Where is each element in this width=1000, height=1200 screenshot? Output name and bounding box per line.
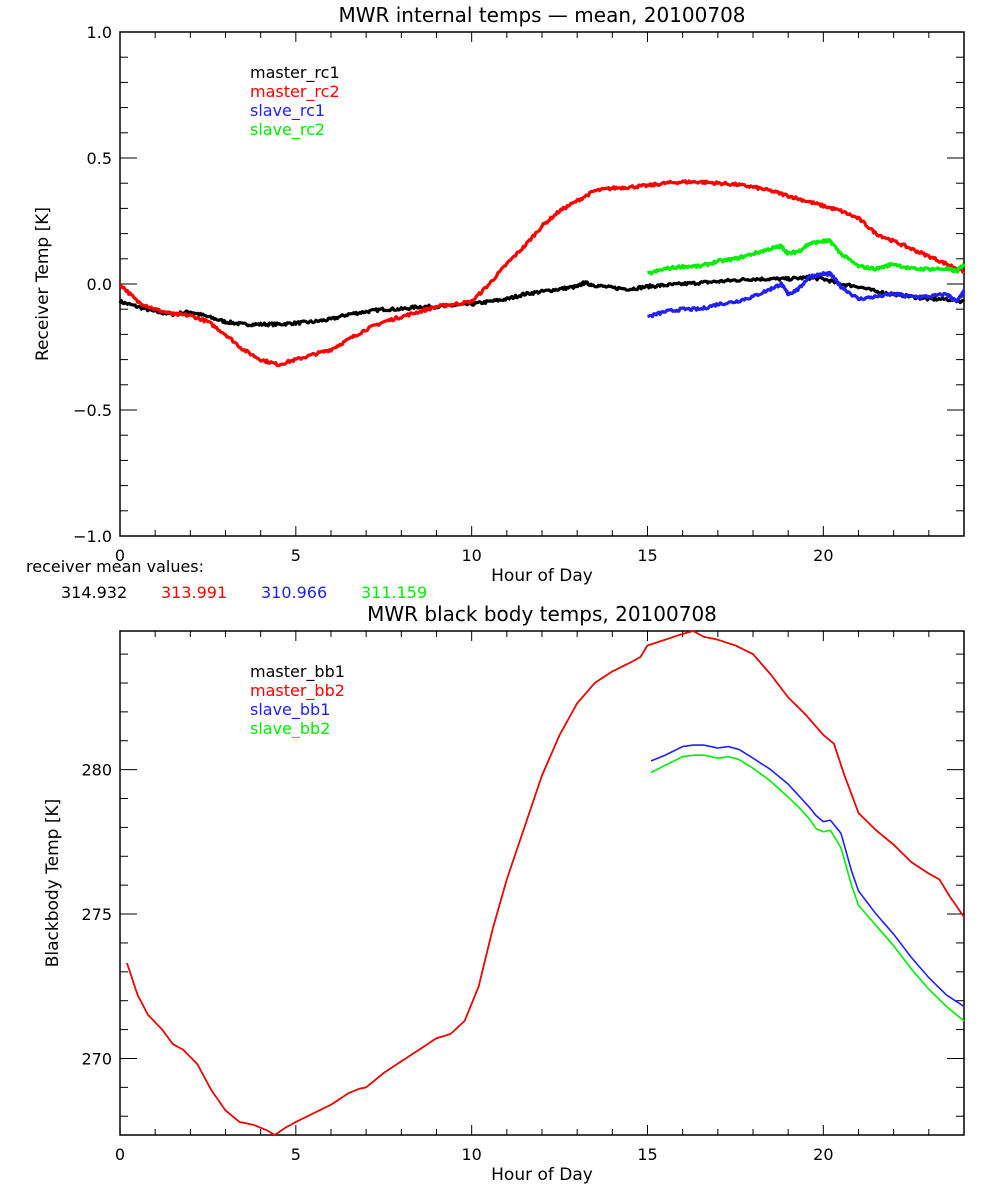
y-tick-label: 0.0 [87, 275, 112, 294]
axis-ticks: 0 5 10 15 20 270 275 280 [81, 631, 965, 1164]
y-tick-label: 280 [81, 761, 112, 780]
series-line-master-bb2 [126, 630, 965, 1136]
series-line-slave-bb2 [650, 754, 965, 1022]
series-line-slave-rc1 [647, 270, 966, 319]
y-tick-label: 275 [81, 905, 112, 924]
x-tick-label: 10 [461, 1145, 481, 1164]
x-tick-label: 15 [637, 1145, 657, 1164]
chart-title: MWR internal temps — mean, 20100708 [338, 3, 745, 27]
legend-item-slave-rc2: slave_rc2 [250, 120, 325, 140]
legend: master_rc1 master_rc2 slave_rc1 slave_rc… [250, 63, 340, 140]
plot-frame [119, 630, 965, 1136]
x-tick-label: 5 [291, 546, 301, 565]
receiver-mean-master-rc1: 314.932 [61, 583, 127, 602]
legend-item-master-rc2: master_rc2 [250, 82, 340, 102]
x-tick-label: 0 [115, 1145, 125, 1164]
legend: master_bb1 master_bb2 slave_bb1 slave_bb… [250, 662, 345, 739]
series-lines [126, 630, 965, 1136]
y-axis-label: Blackbody Temp [K] [43, 799, 63, 968]
x-tick-label: 10 [461, 546, 481, 565]
y-tick-label: 0.5 [87, 149, 112, 168]
x-axis-label: Hour of Day [491, 1165, 593, 1185]
y-tick-label: −1.0 [73, 527, 112, 546]
legend-item-slave-bb1: slave_bb1 [250, 700, 330, 720]
legend-item-master-bb1: master_bb1 [250, 662, 345, 682]
receiver-mean-label: receiver mean values: [26, 557, 204, 576]
receiver-mean-slave-rc1: 310.966 [261, 583, 327, 602]
x-tick-label: 15 [637, 546, 657, 565]
x-tick-label: 0 [115, 546, 125, 565]
series-line-master-rc1 [118, 274, 966, 328]
y-tick-label: 1.0 [87, 23, 112, 42]
legend-item-master-bb2: master_bb2 [250, 681, 345, 701]
y-tick-label: −0.5 [73, 401, 112, 420]
chart-title: MWR black body temps, 20100708 [367, 602, 717, 626]
receiver-mean-master-rc2: 313.991 [161, 583, 227, 602]
axis-ticks: 0 5 10 15 20 −1.0 −0.5 0.0 0.5 1.0 [73, 23, 965, 565]
series-line-slave-rc2 [647, 238, 966, 276]
legend-item-slave-rc1: slave_rc1 [250, 101, 325, 121]
y-tick-label: 270 [81, 1049, 112, 1068]
receiver-mean-slave-rc2: 311.159 [361, 583, 427, 602]
receiver-temp-chart: MWR internal temps — mean, 20100708 0 5 10… [26, 3, 966, 602]
legend-item-slave-bb2: slave_bb2 [250, 719, 330, 739]
x-tick-label: 20 [813, 546, 833, 565]
legend-item-master-rc1: master_rc1 [250, 63, 340, 83]
series-lines [118, 179, 966, 368]
series-line-master-rc2 [118, 179, 965, 368]
y-axis-label: Receiver Temp [K] [33, 207, 53, 361]
blackbody-temp-chart: MWR black body temps, 20100708 0 5 10 15 20 2… [43, 602, 965, 1185]
x-axis-label: Hour of Day [491, 566, 593, 586]
series-line-slave-bb1 [650, 744, 965, 1008]
x-tick-label: 5 [291, 1145, 301, 1164]
x-tick-label: 20 [813, 1145, 833, 1164]
